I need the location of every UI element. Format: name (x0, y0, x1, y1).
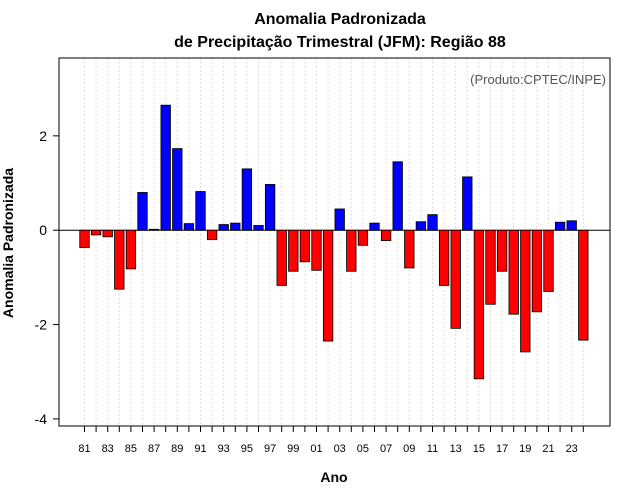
x-tick-label: 11 (427, 443, 438, 455)
x-tick-label: 17 (496, 443, 508, 455)
bar-2010 (415, 221, 427, 231)
y-tick-label: -4 (35, 411, 48, 427)
bar-1988 (160, 104, 171, 231)
x-axis: 81 83 85 87 89 91 93 95 97 99 01 03 05 07 09 11 13 15 17 19… (78, 426, 584, 455)
x-tick-label: 95 (241, 443, 253, 455)
bar-2012 (438, 229, 450, 286)
bar-2006 (369, 222, 380, 231)
x-tick-label: 87 (148, 443, 160, 455)
bar-1998 (276, 229, 287, 286)
bar-2023 (566, 220, 577, 231)
x-axis-label: Ano (320, 469, 347, 485)
bar-1987 (148, 228, 160, 231)
x-tick-label: 97 (264, 443, 276, 455)
bar-2019 (520, 229, 531, 353)
product-credit: (Produto:CPTEC/INPE) (470, 72, 606, 87)
x-tick-label: 05 (357, 443, 369, 455)
bar-1993 (218, 224, 229, 231)
chart-subtitle: de Precipitação Trimestral (JFM): Região… (174, 34, 506, 51)
bar-2002 (322, 229, 334, 342)
bar-2017 (496, 229, 508, 272)
y-tick-label: 2 (39, 128, 47, 144)
x-tick-label: 83 (102, 443, 114, 455)
x-tick-label: 07 (380, 443, 392, 455)
bar-1981 (79, 229, 90, 249)
bar-2005 (357, 229, 369, 246)
bar-2004 (346, 229, 357, 272)
bar-2003 (334, 208, 345, 231)
bar-2013 (450, 229, 461, 329)
bar-1989 (172, 148, 183, 231)
bar-1990 (183, 223, 195, 231)
x-tick-label: 03 (334, 443, 346, 455)
y-axis-label: Anomalia Padronizada (0, 168, 16, 318)
bar-1982 (90, 229, 102, 236)
bar-2021 (543, 229, 554, 292)
bar-1999 (288, 229, 299, 272)
plot-frame (58, 57, 611, 427)
bar-2022 (554, 221, 566, 231)
bar-1985 (125, 229, 137, 270)
x-tick-label: 91 (194, 443, 206, 455)
bar-1992 (206, 229, 218, 241)
x-tick-label: 99 (287, 443, 299, 455)
y-tick-label: 0 (39, 222, 47, 238)
bar-1995 (241, 168, 253, 231)
bars (79, 104, 589, 380)
x-tick-label: 89 (171, 443, 183, 455)
y-tick-label: -2 (35, 317, 48, 333)
x-tick-label: 81 (78, 443, 90, 455)
bar-1997 (264, 184, 276, 231)
x-tick-label: 01 (310, 443, 322, 455)
bar-1984 (114, 229, 125, 290)
x-tick-label: 93 (218, 443, 230, 455)
bar-2000 (299, 229, 311, 263)
bar-2016 (485, 229, 496, 305)
bar-1986 (137, 192, 148, 231)
y-axis: -4 -2 0 2 (35, 128, 59, 427)
bar-2018 (508, 229, 519, 315)
bar-2007 (380, 229, 392, 241)
x-tick-label: 13 (450, 443, 462, 455)
bar-2014 (462, 176, 473, 231)
bar-1991 (195, 191, 206, 231)
x-tick-label: 21 (542, 443, 554, 455)
bar-2024 (578, 229, 589, 341)
chart-title: Anomalia Padronizada (254, 11, 426, 28)
x-tick-label: 23 (566, 443, 578, 455)
bar-2009 (404, 229, 415, 269)
bar-1983 (102, 229, 113, 238)
x-tick-label: 15 (473, 443, 485, 455)
bar-1996 (253, 225, 264, 231)
bar-2020 (531, 229, 543, 313)
x-tick-label: 09 (403, 443, 415, 455)
gridlines (84, 58, 584, 426)
bar-2001 (311, 229, 322, 271)
bar-1994 (230, 222, 241, 231)
x-tick-label: 85 (125, 443, 137, 455)
bar-2011 (427, 214, 438, 231)
x-tick-label: 19 (519, 443, 531, 455)
bar-2008 (392, 161, 403, 231)
bar-2015 (473, 229, 485, 380)
